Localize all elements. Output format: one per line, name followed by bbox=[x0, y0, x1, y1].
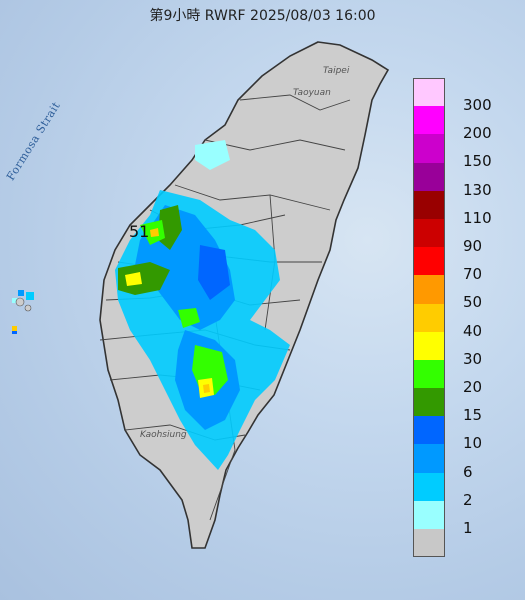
max-value-label: 51 bbox=[129, 222, 150, 241]
legend-swatch bbox=[413, 500, 445, 529]
rainfall-areas bbox=[12, 140, 290, 470]
legend-swatch bbox=[413, 303, 445, 332]
legend-swatch bbox=[413, 106, 445, 135]
legend-swatch bbox=[413, 529, 445, 558]
legend-swatch bbox=[413, 218, 445, 248]
legend-swatch bbox=[413, 190, 445, 219]
legend-label: 150 bbox=[463, 152, 492, 171]
legend-label: 300 bbox=[463, 96, 492, 114]
legend-label: 50 bbox=[463, 293, 483, 312]
legend-swatch bbox=[413, 331, 445, 360]
penghu-islands bbox=[15, 297, 32, 312]
legend-swatch bbox=[413, 416, 445, 445]
legend-label: 200 bbox=[463, 124, 492, 143]
legend-label: 90 bbox=[463, 237, 483, 255]
map-title: 第9小時 RWRF 2025/08/03 16:00 bbox=[149, 8, 376, 24]
legend-label: 15 bbox=[463, 406, 483, 425]
legend-swatch bbox=[413, 134, 445, 163]
legend-swatch bbox=[413, 162, 445, 191]
legend-label: 20 bbox=[463, 378, 483, 396]
legend-label: 1 bbox=[463, 519, 473, 537]
legend-label: 6 bbox=[463, 462, 473, 481]
legend-label: 10 bbox=[463, 434, 483, 453]
legend-colorbar bbox=[413, 78, 453, 558]
legend-label: 70 bbox=[463, 265, 483, 284]
legend-swatch bbox=[413, 444, 445, 473]
legend-swatch bbox=[413, 247, 445, 276]
city-label-taipei: Taipei bbox=[323, 66, 350, 76]
legend-label: 110 bbox=[463, 208, 492, 227]
legend-swatch bbox=[413, 472, 445, 501]
legend-label: 2 bbox=[463, 490, 473, 509]
legend-label: 130 bbox=[463, 180, 492, 199]
legend-label: 40 bbox=[463, 321, 483, 340]
city-label-taoyuan: Taoyuan bbox=[293, 88, 331, 98]
legend-label: 30 bbox=[463, 349, 483, 368]
city-label-kaohsiung: Kaohsiung bbox=[140, 430, 187, 440]
legend-swatch bbox=[413, 359, 445, 389]
legend-swatch bbox=[413, 388, 445, 417]
legend-swatch bbox=[413, 275, 445, 304]
legend-swatch bbox=[413, 78, 445, 107]
